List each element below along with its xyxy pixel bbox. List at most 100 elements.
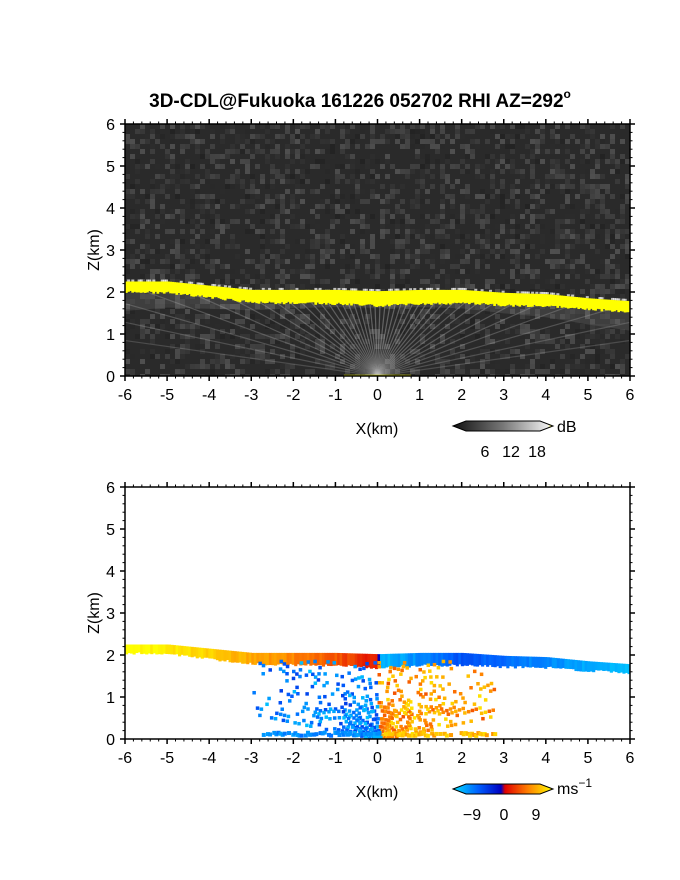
noise-cell <box>200 249 205 254</box>
noise-cell <box>350 159 355 164</box>
noise-cell <box>125 139 130 144</box>
noise-cell <box>445 284 450 289</box>
noise-cell <box>340 249 345 254</box>
noise-cell <box>425 259 430 264</box>
noise-cell <box>175 194 180 199</box>
velocity-cell <box>379 701 383 705</box>
beam-streak <box>125 303 378 376</box>
y-tick-label: 5 <box>106 522 115 539</box>
velocity-layer-cell <box>127 644 131 654</box>
noise-cell <box>165 214 170 219</box>
noise-cell <box>265 194 270 199</box>
noise-cell <box>535 149 540 154</box>
noise-cell <box>505 194 510 199</box>
velocity-ground-cell <box>434 731 439 736</box>
noise-cell <box>320 319 325 324</box>
noise-cell <box>210 369 215 374</box>
velocity-cell <box>434 706 439 710</box>
noise-cell <box>395 254 400 259</box>
noise-cell <box>230 219 235 224</box>
noise-cell <box>555 284 560 289</box>
noise-cell <box>540 149 545 154</box>
layer-cell <box>606 299 610 311</box>
velocity-ground-cell <box>419 731 424 736</box>
noise-cell <box>195 299 200 304</box>
velocity-cell <box>342 716 346 720</box>
noise-cell <box>295 239 300 244</box>
noise-cell <box>560 339 565 344</box>
noise-cell <box>500 269 505 274</box>
noise-cell <box>320 314 325 319</box>
noise-cell <box>240 359 245 364</box>
noise-cell <box>430 324 435 329</box>
layer-edge-cell <box>217 284 221 287</box>
noise-cell <box>375 284 380 289</box>
velocity-cell <box>376 717 380 721</box>
noise-cell <box>565 309 570 314</box>
noise-cell <box>535 269 540 274</box>
velocity-ground-cell <box>318 731 323 736</box>
noise-cell <box>430 279 435 284</box>
noise-cell <box>210 144 215 149</box>
noise-cell <box>590 199 595 204</box>
noise-cell <box>295 334 300 339</box>
noise-cell <box>230 174 235 179</box>
velocity-cell <box>323 708 328 712</box>
noise-cell <box>220 199 225 204</box>
noise-cell <box>325 319 330 324</box>
noise-cell <box>205 264 210 269</box>
noise-cell <box>550 259 555 264</box>
noise-cell <box>320 359 325 364</box>
noise-cell <box>205 174 210 179</box>
noise-cell <box>555 244 560 249</box>
noise-cell <box>385 174 390 179</box>
noise-cell <box>310 209 315 214</box>
noise-cell <box>125 189 130 194</box>
velocity-layer-cell <box>226 650 230 660</box>
velocity-layer-cell <box>357 653 361 667</box>
velocity-cell <box>392 708 397 713</box>
noise-cell <box>195 304 200 309</box>
velocity-cell <box>326 660 330 664</box>
noise-cell <box>140 224 145 229</box>
noise-cell <box>485 194 490 199</box>
noise-cell <box>165 259 170 264</box>
layer-edge-cell <box>131 279 135 282</box>
noise-cell <box>615 284 620 289</box>
layer-cell <box>390 290 393 306</box>
noise-cell <box>175 239 180 244</box>
layer-cell <box>585 298 589 309</box>
beam-streak <box>357 298 379 376</box>
noise-cell <box>205 169 210 174</box>
noise-cell <box>290 199 295 204</box>
noise-cell <box>145 294 150 299</box>
noise-cell <box>590 294 595 299</box>
layer-cell <box>449 289 452 305</box>
noise-cell <box>205 254 210 259</box>
layer-cell <box>272 289 275 303</box>
velocity-layer-cell <box>334 652 338 666</box>
velocity-cell <box>343 697 348 701</box>
noise-cell <box>540 189 545 194</box>
noise-cell <box>570 259 575 264</box>
velocity-cell <box>371 717 376 722</box>
velocity-layer-cell <box>248 652 252 663</box>
noise-cell <box>340 254 345 259</box>
noise-cell <box>545 279 550 284</box>
noise-cell <box>185 279 190 284</box>
noise-cell <box>145 134 150 139</box>
noise-cell <box>395 329 400 334</box>
noise-cell <box>215 344 220 349</box>
noise-cell <box>400 284 405 289</box>
noise-cell <box>280 239 285 244</box>
noise-cell <box>625 239 630 244</box>
noise-cell <box>545 289 550 294</box>
noise-cell <box>215 239 220 244</box>
noise-cell <box>530 194 535 199</box>
velocity-cell <box>343 714 348 718</box>
noise-cell <box>565 364 570 369</box>
noise-cell <box>395 224 400 229</box>
noise-cell <box>170 179 175 184</box>
noise-cell <box>175 299 180 304</box>
noise-cell <box>555 134 560 139</box>
